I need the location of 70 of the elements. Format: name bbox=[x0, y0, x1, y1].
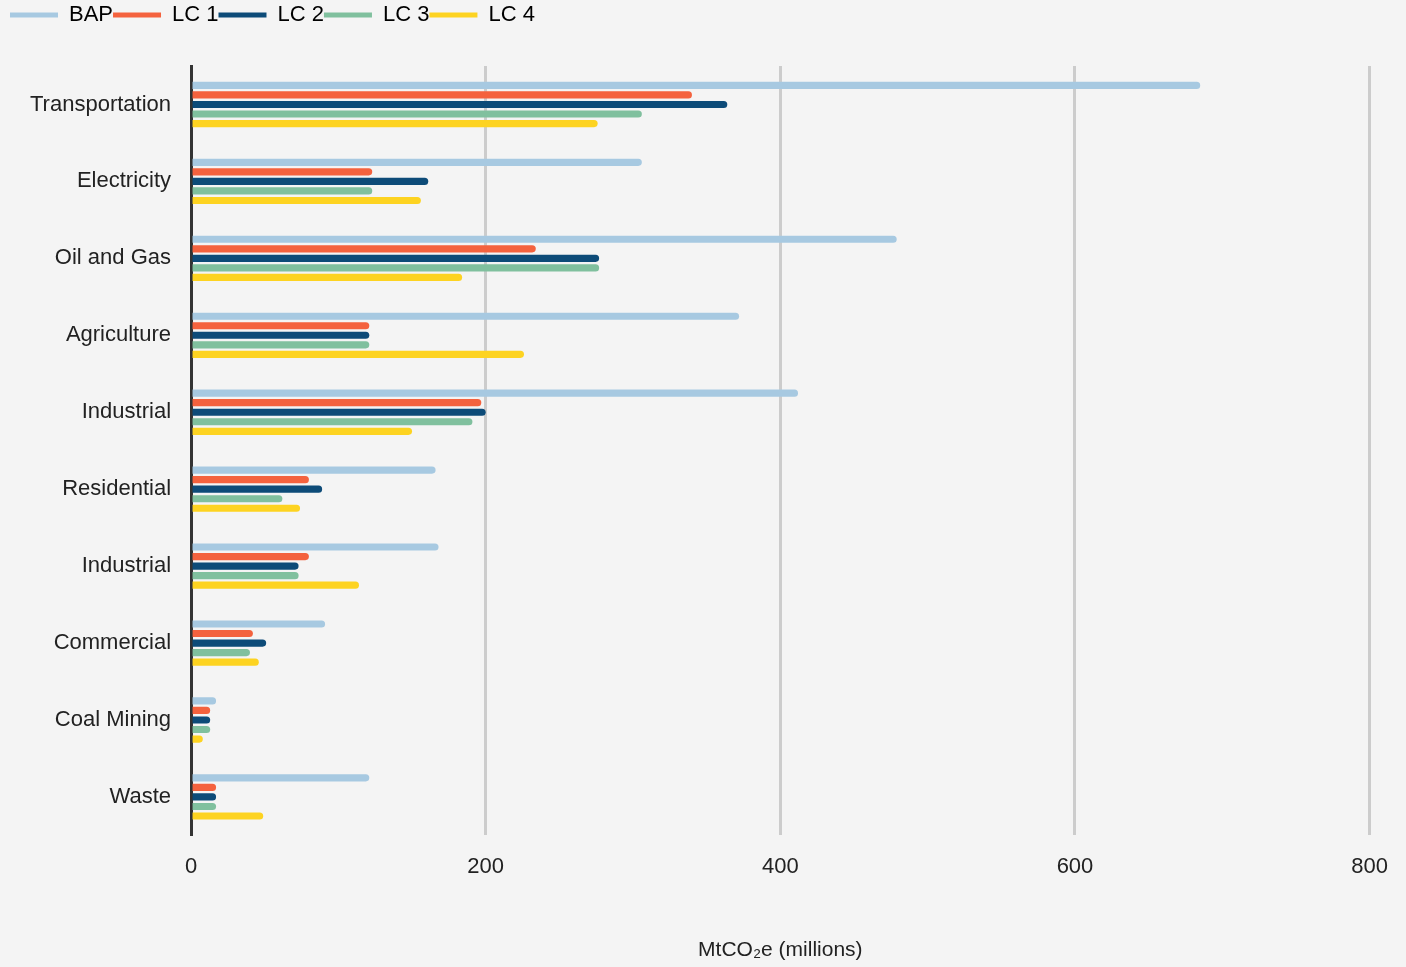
bar bbox=[192, 177, 429, 185]
legend-label: LC 3 bbox=[382, 1, 430, 27]
y-tick-label: Waste bbox=[109, 782, 172, 808]
x-tick-label: 200 bbox=[467, 852, 505, 878]
bar bbox=[192, 245, 536, 253]
bar bbox=[192, 81, 1201, 89]
bar bbox=[192, 581, 359, 589]
bar bbox=[192, 639, 267, 647]
y-tick-label: Commercial bbox=[53, 629, 172, 655]
bar bbox=[192, 697, 217, 705]
bar bbox=[192, 408, 486, 416]
bar bbox=[192, 264, 600, 272]
bar bbox=[192, 158, 642, 166]
x-axis-title: MtCO₂e (millions) bbox=[698, 937, 863, 961]
bar bbox=[192, 254, 600, 262]
bar bbox=[192, 716, 211, 724]
bar bbox=[192, 399, 482, 407]
bar bbox=[192, 620, 326, 628]
bar bbox=[192, 235, 897, 243]
bar bbox=[192, 110, 642, 118]
bar bbox=[192, 649, 250, 657]
bar bbox=[192, 187, 373, 195]
bar bbox=[192, 495, 283, 503]
bar bbox=[192, 802, 217, 811]
bar bbox=[192, 552, 309, 561]
bar bbox=[192, 350, 524, 358]
bar bbox=[192, 706, 211, 715]
y-tick-label: Oil and Gas bbox=[54, 244, 172, 270]
bar bbox=[192, 658, 259, 666]
bar bbox=[192, 168, 373, 176]
bar bbox=[192, 119, 598, 128]
legend-label: LC 1 bbox=[172, 1, 219, 27]
bar bbox=[192, 629, 253, 638]
bar bbox=[192, 273, 463, 282]
y-tick-label: Industrial bbox=[81, 552, 172, 578]
y-tick-label: Coal Mining bbox=[54, 706, 172, 732]
bar bbox=[192, 725, 211, 734]
bar bbox=[192, 793, 217, 801]
y-tick-label: Electricity bbox=[76, 167, 172, 193]
bar bbox=[192, 322, 370, 330]
bar bbox=[192, 812, 264, 820]
y-tick-label: Transportation bbox=[29, 90, 172, 116]
bar bbox=[192, 466, 436, 474]
bar bbox=[192, 331, 370, 339]
bar bbox=[192, 312, 740, 320]
y-tick-label: Industrial bbox=[81, 398, 172, 424]
bar bbox=[192, 476, 309, 484]
bar bbox=[192, 100, 728, 109]
bar bbox=[192, 196, 421, 205]
bar bbox=[192, 774, 370, 782]
x-tick-label: 0 bbox=[184, 852, 198, 878]
bar bbox=[192, 389, 799, 397]
x-tick-label: 400 bbox=[761, 852, 799, 878]
bar bbox=[192, 504, 301, 512]
bar bbox=[192, 418, 473, 426]
bar bbox=[192, 572, 299, 580]
y-tick-label: Residential bbox=[62, 475, 172, 501]
bar bbox=[192, 543, 439, 551]
bar bbox=[192, 427, 413, 435]
bar bbox=[192, 783, 217, 791]
bar bbox=[192, 562, 299, 570]
y-tick-label: Agriculture bbox=[65, 321, 172, 347]
x-tick-label: 800 bbox=[1351, 852, 1389, 878]
legend-label: LC 4 bbox=[488, 1, 535, 27]
legend-label: BAP bbox=[69, 1, 114, 27]
x-tick-label: 600 bbox=[1056, 852, 1094, 878]
legend-label: LC 2 bbox=[277, 1, 324, 27]
bar bbox=[192, 485, 323, 493]
bar bbox=[192, 341, 370, 349]
bar bbox=[192, 91, 692, 99]
